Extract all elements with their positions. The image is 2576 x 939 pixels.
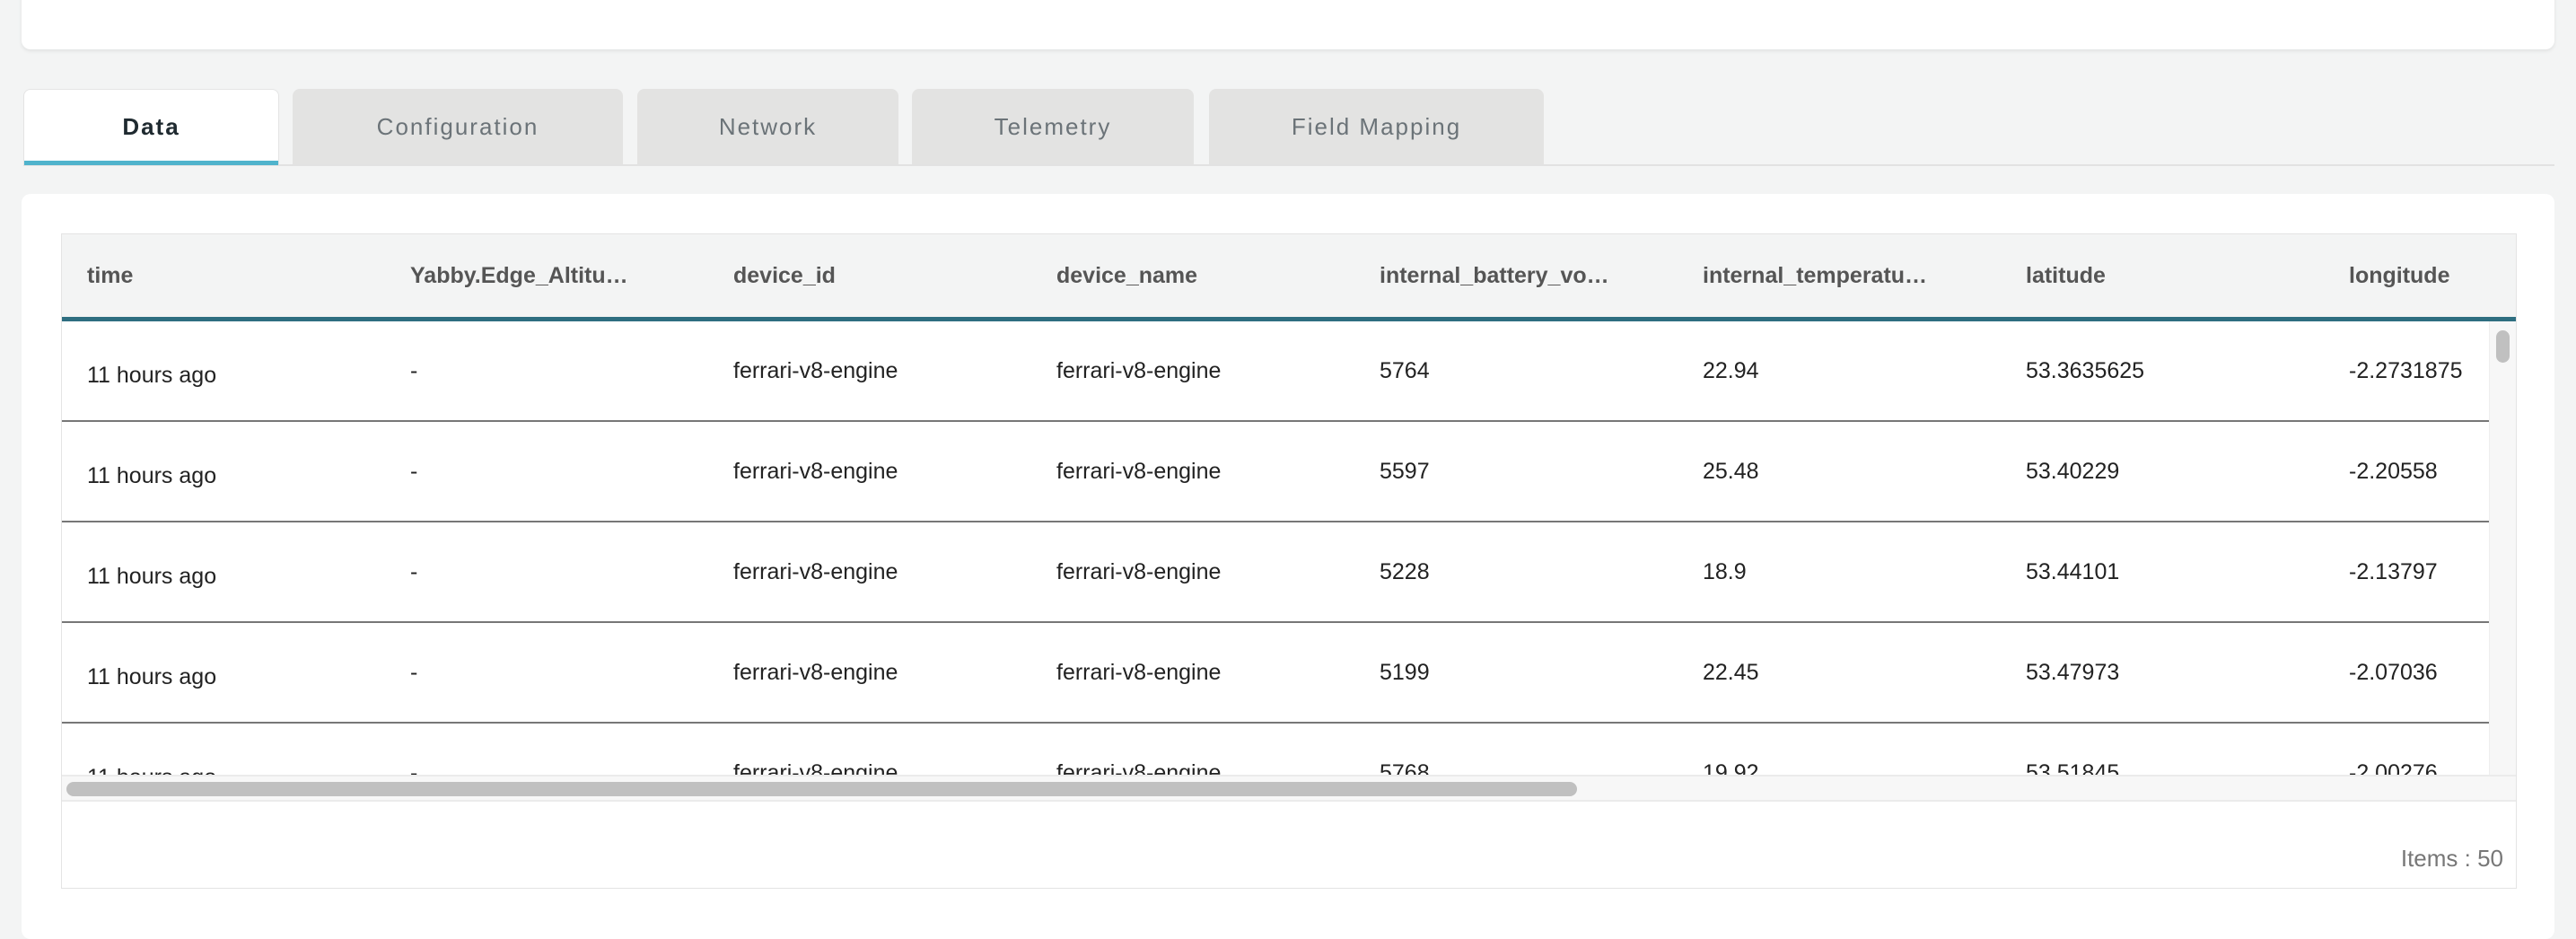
cell-longitude: -2.20558 (2349, 459, 2438, 484)
data-card: time Yabby.Edge_Altitu… device_id device_na… (22, 194, 2554, 939)
cell-longitude: -2.00276 (2349, 760, 2438, 775)
cell-latitude: 53.51845 (2026, 760, 2120, 775)
cell-latitude: 53.47973 (2026, 660, 2120, 685)
cell-device-id: ferrari-v8-engine (733, 358, 898, 383)
horizontal-scroll-thumb[interactable] (66, 782, 1577, 796)
cell-latitude: 53.40229 (2026, 459, 2120, 484)
items-count: Items : 50 (2400, 845, 2503, 872)
cell-latitude: 53.3635625 (2026, 358, 2145, 383)
cell-internal-temperatu: 25.48 (1703, 459, 1759, 484)
cell-internal-battery-vo: 5228 (1380, 559, 1430, 584)
column-header[interactable]: internal_temperatu… (1703, 263, 1928, 288)
table-row[interactable]: 11 hours ago - ferrari-v8-engine ferrari-v8… (62, 623, 2491, 724)
cell-yabby-edge-altitu: - (410, 559, 418, 584)
cell-internal-battery-vo: 5768 (1380, 760, 1430, 775)
tab-network[interactable]: Network (637, 89, 898, 164)
cell-time: 11 hours ago (87, 728, 216, 775)
cell-time: 11 hours ago (87, 664, 217, 689)
cell-device-id: ferrari-v8-engine (733, 760, 898, 775)
data-grid: time Yabby.Edge_Altitu… device_id device_na… (61, 233, 2517, 889)
cell-device-name: ferrari-v8-engine (1056, 358, 1222, 383)
cell-longitude: -2.13797 (2349, 559, 2438, 584)
vertical-scrollbar[interactable] (2489, 321, 2516, 775)
tab-field-mapping[interactable]: Field Mapping (1209, 89, 1544, 164)
tab-telemetry[interactable]: Telemetry (912, 89, 1194, 164)
tab-configuration[interactable]: Configuration (293, 89, 623, 164)
column-header[interactable]: device_name (1056, 263, 1198, 288)
cell-longitude: -2.07036 (2349, 660, 2438, 685)
cell-device-name: ferrari-v8-engine (1056, 459, 1222, 484)
cell-longitude: -2.2731875 (2349, 358, 2463, 383)
column-header[interactable]: Yabby.Edge_Altitu… (410, 263, 628, 288)
cell-internal-battery-vo: 5597 (1380, 459, 1430, 484)
cell-internal-temperatu: 22.45 (1703, 660, 1759, 685)
cell-internal-temperatu: 22.94 (1703, 358, 1759, 383)
cell-device-id: ferrari-v8-engine (733, 459, 898, 484)
vertical-scroll-thumb[interactable] (2496, 330, 2510, 363)
cell-device-name: ferrari-v8-engine (1056, 660, 1222, 685)
cell-yabby-edge-altitu: - (410, 459, 418, 484)
cell-time: 11 hours ago (87, 564, 217, 589)
grid-body: 11 hours ago - ferrari-v8-engine ferrari-v8… (62, 321, 2491, 775)
cell-time: 11 hours ago (87, 363, 217, 388)
table-row[interactable]: 11 hours ago - ferrari-v8-engine ferrari-v8… (62, 522, 2491, 623)
column-header[interactable]: latitude (2026, 263, 2106, 288)
column-header[interactable]: device_id (733, 263, 836, 288)
cell-internal-temperatu: 18.9 (1703, 559, 1747, 584)
tab-bar: Data Configuration Network Telemetry Fie… (23, 89, 2554, 166)
cell-yabby-edge-altitu: - (410, 358, 418, 383)
table-row[interactable]: 11 hours ago - ferrari-v8-engine ferrari-v8… (62, 321, 2491, 422)
cell-time: 11 hours ago (87, 463, 217, 488)
grid-header: time Yabby.Edge_Altitu… device_id device_na… (62, 234, 2516, 321)
cell-yabby-edge-altitu: - (410, 760, 418, 775)
cell-internal-battery-vo: 5764 (1380, 358, 1430, 383)
cell-yabby-edge-altitu: - (410, 660, 418, 685)
horizontal-scrollbar[interactable] (62, 775, 2516, 802)
cell-device-name: ferrari-v8-engine (1056, 760, 1222, 775)
device-info-card (22, 0, 2554, 49)
cell-internal-temperatu: 19.92 (1703, 760, 1759, 775)
tab-data[interactable]: Data (23, 89, 279, 165)
column-header[interactable]: time (87, 263, 134, 288)
column-header[interactable]: internal_battery_vo… (1380, 263, 1609, 288)
table-row[interactable]: 11 hours ago - ferrari-v8-engine ferrari-v8… (62, 724, 2491, 775)
cell-internal-battery-vo: 5199 (1380, 660, 1430, 685)
cell-device-id: ferrari-v8-engine (733, 660, 898, 685)
cell-device-id: ferrari-v8-engine (733, 559, 898, 584)
cell-device-name: ferrari-v8-engine (1056, 559, 1222, 584)
cell-latitude: 53.44101 (2026, 559, 2120, 584)
column-header[interactable]: longitude (2349, 263, 2450, 288)
table-row[interactable]: 11 hours ago - ferrari-v8-engine ferrari-v8… (62, 422, 2491, 522)
